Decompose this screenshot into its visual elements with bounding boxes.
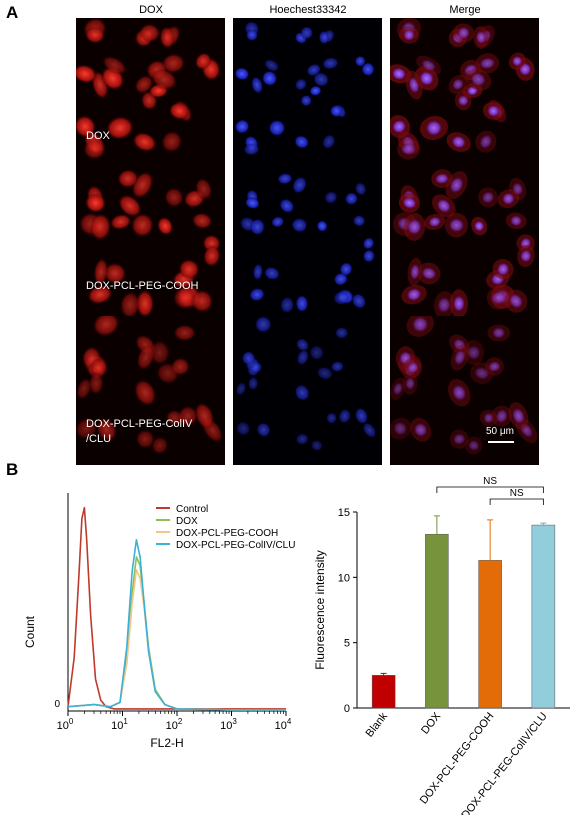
bar-chart-y-tick-label: 10 [338,572,350,584]
histogram-x-tick-label: 101 [111,717,128,732]
error-bar-2 [433,515,440,535]
micrograph-blue-row-1 [233,18,382,167]
scale-bar-label: 50 μm [486,426,514,437]
micrograph-blue-row-3 [233,316,382,465]
histogram-legend-label: DOX-PCL-PEG-COOH [176,528,278,539]
histogram-x-axis-label: FL2-H [150,736,183,750]
histogram-series-4 [67,539,286,711]
histogram-series-1 [67,506,286,710]
histogram-y-axis-label: Count [23,615,37,648]
panel-b-letter: B [6,460,19,479]
bar-1 [371,675,396,709]
micrograph-merge-row-2 [390,167,539,316]
bar-4 [531,524,556,709]
bar-3 [478,560,502,709]
row-label-dox: DOX [86,130,110,142]
scale-bar [488,441,514,443]
error-bar-1 [380,672,387,676]
micrograph-merge-row-3 [390,316,539,465]
histogram-series-2 [67,556,286,711]
fluorescence-bar-chart: 0 5 10 15 Fluorescence intensity Blank DOX DOX-… [313,476,570,815]
histogram-series-3 [67,569,286,711]
histogram-x-tick-label: 103 [220,717,237,732]
column-header-dox: DOX [139,4,163,16]
panel-a-letter: A [6,3,19,22]
histogram-x-tick-label: 102 [166,717,183,732]
error-bar-4 [540,522,547,526]
significance-bracket [489,498,544,505]
bar-chart-y-tick-label: 5 [344,638,350,650]
significance-label: NS [483,476,497,487]
micrograph-red-row-3 [76,316,225,465]
bar-chart-y-axis-label: Fluorescence intensity [313,550,327,669]
histogram-legend-label: DOX [176,516,198,527]
histogram-y-tick-label: 0 [54,699,60,710]
histogram-legend-label: DOX-PCL-PEG-ColIV/CLU [176,540,295,551]
histogram-legend-label: Control [176,504,208,515]
micrograph-red-row-1 [76,18,225,167]
histogram-x-tick-label: 100 [57,717,74,732]
row-label-dox-pcl-peg-cooh: DOX-PCL-PEG-COOH [86,280,199,292]
micrograph-blue-row-2 [233,167,382,316]
row-label-dox-pcl-peg-coliv-line2: /CLU [86,433,112,445]
significance-bracket [436,486,544,493]
significance-label: NS [510,488,524,499]
bar-2 [425,533,449,709]
micrograph-merge-row-1 [390,18,539,167]
bar-chart-y-tick-label: 15 [338,507,350,519]
bar-chart-category-label: DOX-PCL-PEG-ColIV/CLU [459,710,549,815]
bar-chart-category-label: DOX [419,710,444,737]
column-header-hoechst: Hoechest33342 [269,4,347,16]
bar-chart-y-tick-label: 0 [344,703,350,715]
error-bar-3 [487,519,494,561]
histogram-x-tick-label: 104 [275,717,292,732]
row-label-dox-pcl-peg-coliv-line1: DOX-PCL-PEG-ColIV [86,418,193,430]
column-header-merge: Merge [449,4,481,16]
micrograph-red-row-2 [76,167,225,316]
bar-chart-category-label: Blank [364,710,391,739]
